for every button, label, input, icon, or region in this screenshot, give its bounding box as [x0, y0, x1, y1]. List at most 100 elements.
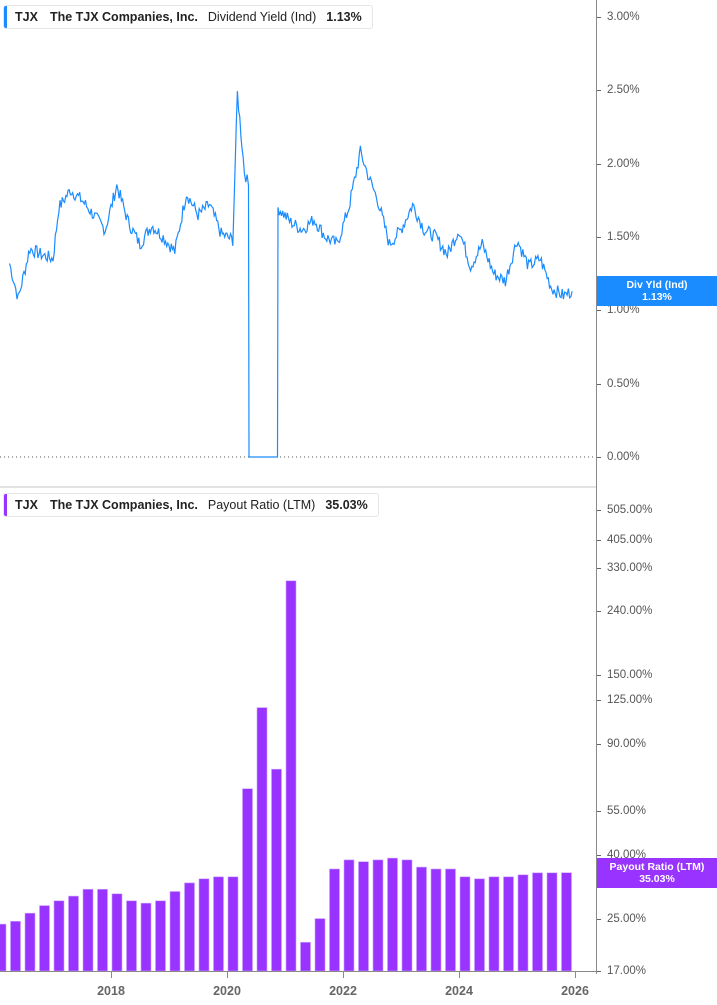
- payout-bar[interactable]: [242, 788, 253, 972]
- y-tick-label: 125.00%: [607, 693, 653, 706]
- payout-bar[interactable]: [10, 920, 21, 972]
- payout-bar[interactable]: [546, 872, 558, 972]
- payout-ratio-legend[interactable]: TJX The TJX Companies, Inc. Payout Ratio…: [3, 493, 379, 517]
- y-tick-mark: [597, 971, 601, 972]
- payout-bar[interactable]: [184, 882, 195, 972]
- y-tick-label: 1.00%: [607, 304, 640, 317]
- legend-ticker: TJX: [15, 10, 38, 24]
- payout-bar[interactable]: [97, 888, 108, 972]
- y-tick-mark: [597, 236, 601, 238]
- payout-bar[interactable]: [358, 861, 369, 972]
- legend-company: The TJX Companies, Inc.: [49, 10, 198, 24]
- payout-bar[interactable]: [300, 941, 311, 972]
- payout-bar[interactable]: [474, 878, 485, 972]
- x-tick-label: 2020: [213, 984, 241, 998]
- x-tick-label: 2022: [329, 984, 357, 998]
- y-tick-label: 0.50%: [607, 377, 640, 390]
- legend-color-marker: [4, 494, 7, 516]
- y-tick-label: 3.00%: [607, 10, 640, 23]
- payout-ratio-flag: Payout Ratio (LTM) 35.03%: [597, 858, 717, 888]
- x-tick-label: 2024: [445, 984, 473, 998]
- payout-bar[interactable]: [459, 876, 471, 972]
- flag-value: 1.13%: [642, 291, 672, 303]
- payout-bar[interactable]: [271, 768, 282, 972]
- payout-bar[interactable]: [227, 876, 239, 972]
- payout-bar[interactable]: [387, 857, 398, 972]
- payout-bar[interactable]: [155, 900, 166, 972]
- payout-bar[interactable]: [0, 923, 7, 972]
- legend-value: 35.03%: [325, 498, 368, 512]
- payout-bar[interactable]: [430, 868, 442, 972]
- y-tick-mark: [597, 744, 601, 746]
- payout-bar[interactable]: [24, 912, 36, 972]
- x-tick-label: 2026: [561, 984, 589, 998]
- payout-bar[interactable]: [126, 900, 137, 972]
- payout-bar[interactable]: [329, 868, 340, 972]
- payout-bar[interactable]: [314, 918, 326, 972]
- y-axis-line: [596, 488, 597, 974]
- payout-bar[interactable]: [372, 859, 384, 972]
- y-tick-label: 1.50%: [607, 230, 640, 243]
- dividend-yield-line: [8, 91, 573, 458]
- payout-bar[interactable]: [503, 876, 514, 972]
- panel-divider[interactable]: [0, 486, 596, 488]
- dividend-yield-legend[interactable]: TJX The TJX Companies, Inc. Dividend Yie…: [3, 5, 373, 29]
- y-tick-label: 405.00%: [607, 533, 653, 546]
- y-tick-label: 17.00%: [607, 965, 647, 977]
- legend-metric: Dividend Yield (Ind): [207, 10, 317, 24]
- payout-bar[interactable]: [213, 876, 224, 972]
- y-tick-label: 2.50%: [607, 84, 640, 97]
- y-tick-label: 240.00%: [607, 605, 653, 618]
- flag-value: 35.03%: [639, 873, 675, 885]
- payout-bar[interactable]: [532, 872, 543, 972]
- payout-bar[interactable]: [401, 859, 413, 972]
- payout-bar[interactable]: [445, 868, 456, 972]
- payout-bar[interactable]: [416, 866, 427, 972]
- payout-bar[interactable]: [140, 902, 152, 972]
- y-tick-label: 40.00%: [607, 848, 647, 861]
- y-tick-label: 330.00%: [607, 561, 653, 574]
- payout-bar[interactable]: [169, 891, 181, 972]
- y-tick-mark: [597, 918, 601, 920]
- x-tick-mark: [343, 972, 344, 978]
- y-tick-mark: [597, 611, 601, 613]
- flag-label: Div Yld (Ind): [626, 279, 688, 291]
- payout-bar[interactable]: [285, 580, 297, 972]
- y-tick-mark: [597, 163, 601, 165]
- dividend-yield-panel: TJX The TJX Companies, Inc. Dividend Yie…: [0, 0, 717, 488]
- y-tick-mark: [597, 811, 601, 813]
- x-tick-mark: [575, 972, 576, 978]
- payout-bar[interactable]: [68, 895, 79, 972]
- y-tick-label: 505.00%: [607, 504, 653, 516]
- legend-metric: Payout Ratio (LTM): [207, 498, 316, 512]
- payout-bar[interactable]: [39, 905, 50, 972]
- x-tick-mark: [111, 972, 112, 978]
- y-tick-mark: [597, 383, 601, 385]
- y-tick-label: 25.00%: [607, 912, 647, 925]
- payout-bar[interactable]: [111, 893, 123, 972]
- payout-bar[interactable]: [488, 876, 500, 972]
- y-tick-label: 0.00%: [607, 451, 640, 463]
- y-tick-label: 55.00%: [607, 805, 647, 818]
- payout-ratio-bar-chart: [0, 580, 596, 972]
- payout-bar[interactable]: [82, 888, 94, 972]
- payout-bar[interactable]: [256, 707, 268, 972]
- payout-bar[interactable]: [198, 878, 210, 972]
- legend-value: 1.13%: [326, 10, 362, 24]
- y-tick-label: 150.00%: [607, 669, 653, 681]
- payout-bar[interactable]: [343, 859, 355, 972]
- y-tick-mark: [597, 457, 601, 458]
- payout-bar[interactable]: [517, 874, 529, 972]
- legend-ticker: TJX: [15, 498, 38, 512]
- x-tick-label: 2018: [97, 984, 125, 998]
- y-tick-mark: [597, 854, 601, 856]
- dividend-yield-line-chart: [0, 91, 596, 458]
- x-tick-mark: [459, 972, 460, 978]
- legend-company: The TJX Companies, Inc.: [49, 498, 198, 512]
- dividend-yield-flag: Div Yld (Ind) 1.13%: [597, 276, 717, 306]
- y-tick-label: 90.00%: [607, 738, 647, 751]
- payout-bar[interactable]: [53, 900, 65, 972]
- y-axis-line: [596, 0, 597, 488]
- legend-color-marker: [4, 6, 7, 28]
- payout-bar[interactable]: [561, 872, 572, 972]
